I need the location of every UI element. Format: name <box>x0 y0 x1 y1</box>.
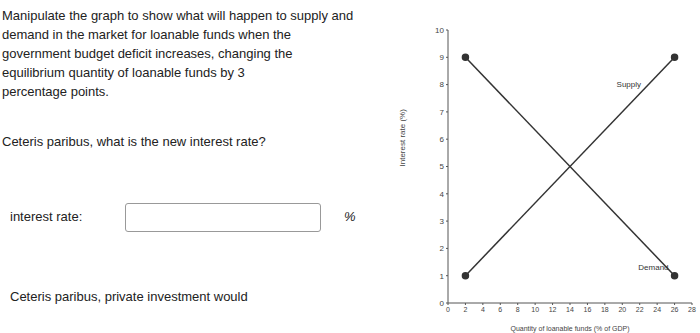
svg-text:18: 18 <box>601 306 609 313</box>
svg-text:14: 14 <box>566 306 574 313</box>
svg-text:4: 4 <box>440 190 445 199</box>
svg-text:0: 0 <box>440 299 445 308</box>
svg-text:8: 8 <box>440 80 445 89</box>
html-text:Ceteris paribus, what is the n: Ceteris paribus, what is the new interes… <box>2 134 266 149</box>
svg-text:2: 2 <box>463 306 467 313</box>
svg-text:4: 4 <box>481 306 485 313</box>
svg-text:Quantity of loanable funds (%: Quantity of loanable funds (% of GDP) <box>510 325 629 333</box>
svg-text:12: 12 <box>549 306 557 313</box>
svg-text:20: 20 <box>618 306 626 313</box>
svg-text:6: 6 <box>440 135 445 144</box>
svg-text:10: 10 <box>435 26 444 35</box>
svg-text:2: 2 <box>440 244 445 253</box>
svg-text:6: 6 <box>498 306 502 313</box>
svg-text:16: 16 <box>584 306 592 313</box>
html-text:demand in the market for loana: demand in the market for loanable funds … <box>2 27 292 42</box>
svg-text:9: 9 <box>440 53 445 62</box>
html-text:interest rate:: interest rate: <box>10 209 83 224</box>
svg-text:3: 3 <box>440 217 445 226</box>
svg-text:8: 8 <box>516 306 520 313</box>
html-text:Ceteris paribus, private inves: Ceteris paribus, private investment woul… <box>10 289 248 304</box>
svg-text:22: 22 <box>636 306 644 313</box>
svg-text:Demand: Demand <box>638 263 668 272</box>
html-text:equilibrium quantity of loanab: equilibrium quantity of loanable funds b… <box>2 65 245 80</box>
svg-text:28: 28 <box>688 306 692 313</box>
html-text:government budget deficit incr: government budget deficit increases, cha… <box>2 46 293 61</box>
svg-text:0: 0 <box>446 306 450 313</box>
svg-text:7: 7 <box>440 108 445 117</box>
svg-text:Supply: Supply <box>617 80 641 89</box>
svg-text:5: 5 <box>440 162 445 171</box>
svg-text:26: 26 <box>671 306 679 313</box>
svg-text:24: 24 <box>653 306 661 313</box>
svg-text:10: 10 <box>531 306 539 313</box>
svg-text:Interest rate (%): Interest rate (%) <box>398 109 407 167</box>
html-text:Manipulate the graph to show w: Manipulate the graph to show what will h… <box>2 8 354 23</box>
svg-text:1: 1 <box>440 272 445 281</box>
html-text:percentage points.: percentage points. <box>2 84 109 99</box>
